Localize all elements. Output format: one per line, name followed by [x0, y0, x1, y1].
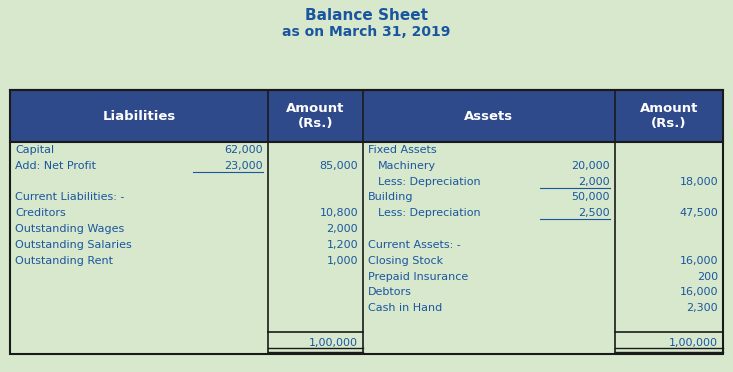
Text: Current Assets: -: Current Assets: - — [368, 240, 461, 250]
Text: 10,800: 10,800 — [320, 208, 358, 218]
Text: Amount
(Rs.): Amount (Rs.) — [287, 102, 345, 131]
Text: 62,000: 62,000 — [224, 145, 263, 155]
Text: 20,000: 20,000 — [572, 161, 610, 171]
Text: 1,000: 1,000 — [326, 256, 358, 266]
Text: 2,300: 2,300 — [686, 303, 718, 313]
Text: Debtors: Debtors — [368, 288, 412, 298]
Bar — [10, 90, 723, 354]
Text: 2,000: 2,000 — [326, 224, 358, 234]
Text: Outstanding Wages: Outstanding Wages — [15, 224, 125, 234]
Text: Capital: Capital — [15, 145, 54, 155]
Text: Fixed Assets: Fixed Assets — [368, 145, 437, 155]
Text: 1,00,000: 1,00,000 — [309, 338, 358, 348]
Text: 50,000: 50,000 — [572, 192, 610, 202]
Text: Machinery: Machinery — [378, 161, 436, 171]
Text: Building: Building — [368, 192, 413, 202]
Text: Outstanding Rent: Outstanding Rent — [15, 256, 113, 266]
Text: Prepaid Insurance: Prepaid Insurance — [368, 272, 468, 282]
Text: Balance Sheet: Balance Sheet — [305, 7, 428, 22]
Text: 16,000: 16,000 — [679, 288, 718, 298]
Text: 1,00,000: 1,00,000 — [669, 338, 718, 348]
Text: 2,500: 2,500 — [578, 208, 610, 218]
Text: 47,500: 47,500 — [679, 208, 718, 218]
Text: Add: Net Profit: Add: Net Profit — [15, 161, 96, 171]
Bar — [363, 90, 723, 142]
Text: Creditors: Creditors — [15, 208, 66, 218]
Text: 200: 200 — [697, 272, 718, 282]
Text: Closing Stock: Closing Stock — [368, 256, 443, 266]
Text: Liabilities: Liabilities — [103, 109, 176, 122]
Text: as on March 31, 2019: as on March 31, 2019 — [282, 25, 451, 39]
Text: Outstanding Salaries: Outstanding Salaries — [15, 240, 132, 250]
Text: 23,000: 23,000 — [224, 161, 263, 171]
Bar — [10, 142, 723, 354]
Bar — [10, 90, 363, 142]
Text: 1,200: 1,200 — [326, 240, 358, 250]
Text: Amount
(Rs.): Amount (Rs.) — [640, 102, 699, 131]
Text: Cash in Hand: Cash in Hand — [368, 303, 442, 313]
Text: Assets: Assets — [465, 109, 514, 122]
Text: 85,000: 85,000 — [320, 161, 358, 171]
Text: 16,000: 16,000 — [679, 256, 718, 266]
Text: 18,000: 18,000 — [679, 177, 718, 187]
Text: Current Liabilities: -: Current Liabilities: - — [15, 192, 125, 202]
Text: Less: Depreciation: Less: Depreciation — [378, 177, 481, 187]
Text: Less: Depreciation: Less: Depreciation — [378, 208, 481, 218]
Text: 2,000: 2,000 — [578, 177, 610, 187]
